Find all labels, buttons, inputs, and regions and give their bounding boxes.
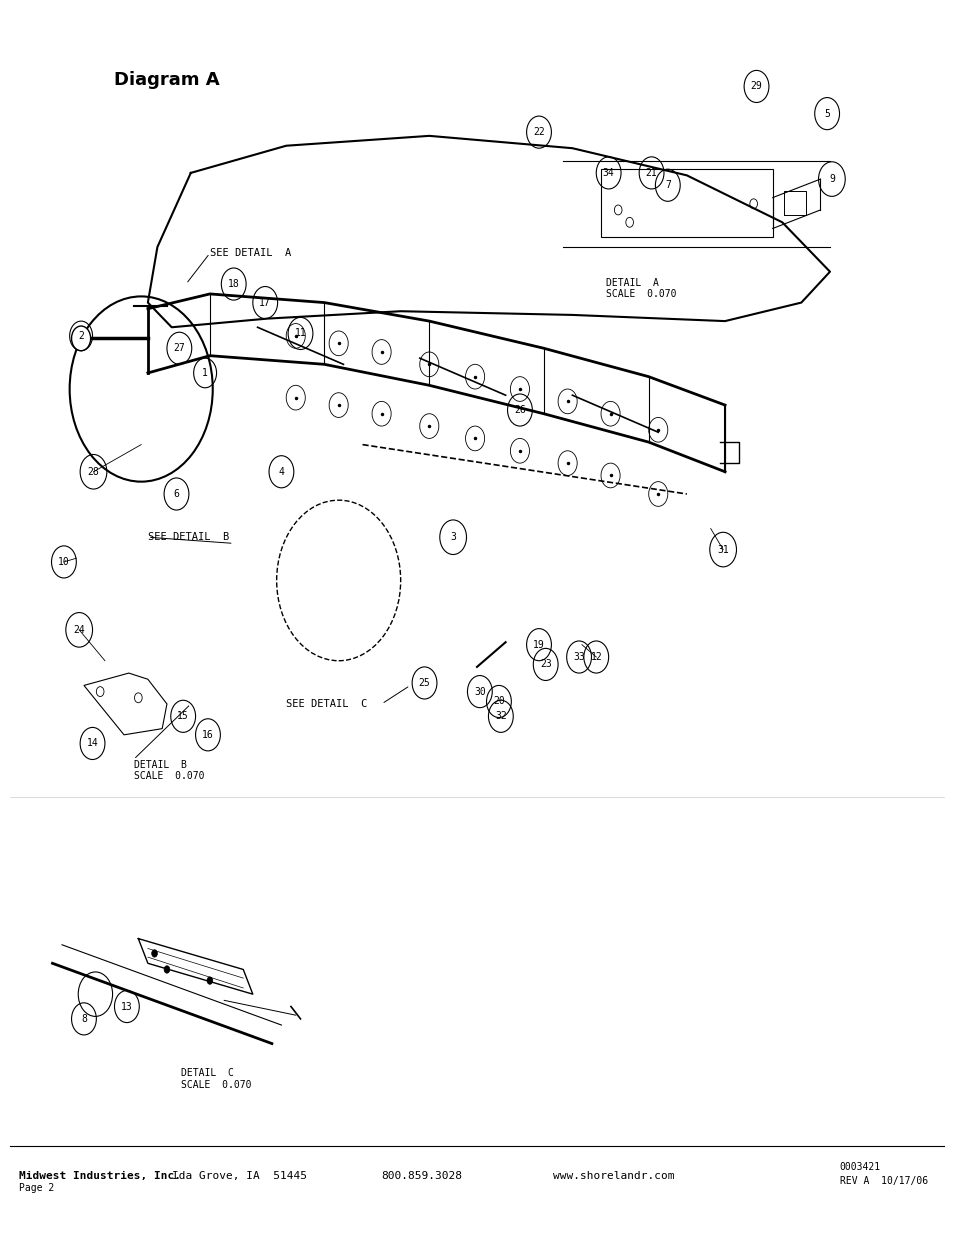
Text: Midwest Industries, Inc.: Midwest Industries, Inc. [19, 1171, 181, 1181]
Text: 25: 25 [418, 678, 430, 688]
Text: 1: 1 [202, 368, 208, 378]
Text: 4: 4 [278, 467, 284, 477]
Text: Ida Grove, IA  51445: Ida Grove, IA 51445 [172, 1171, 307, 1181]
Text: 6: 6 [173, 489, 179, 499]
Circle shape [71, 326, 91, 351]
Text: DETAIL  C
SCALE  0.070: DETAIL C SCALE 0.070 [181, 1068, 252, 1089]
Text: 24: 24 [73, 625, 85, 635]
Text: DETAIL  A
SCALE  0.070: DETAIL A SCALE 0.070 [605, 278, 676, 299]
Circle shape [164, 966, 170, 973]
Text: 22: 22 [533, 127, 544, 137]
Text: 23: 23 [539, 659, 551, 669]
Text: 7: 7 [664, 180, 670, 190]
Text: 5: 5 [823, 109, 829, 119]
Text: 8: 8 [81, 1014, 87, 1024]
Text: 11: 11 [294, 329, 306, 338]
Text: 28: 28 [88, 467, 99, 477]
Text: DETAIL  B
SCALE  0.070: DETAIL B SCALE 0.070 [133, 760, 204, 781]
Text: 30: 30 [474, 687, 485, 697]
Text: 29: 29 [750, 82, 761, 91]
Text: 800.859.3028: 800.859.3028 [381, 1171, 462, 1181]
Circle shape [207, 977, 213, 984]
Text: 18: 18 [228, 279, 239, 289]
Text: 0003421: 0003421 [839, 1162, 880, 1172]
Text: 15: 15 [177, 711, 189, 721]
Text: SEE DETAIL  B: SEE DETAIL B [148, 532, 229, 542]
Text: 16: 16 [202, 730, 213, 740]
Text: 17: 17 [259, 298, 271, 308]
Text: 26: 26 [514, 405, 525, 415]
Text: Diagram A: Diagram A [114, 72, 219, 89]
Text: 31: 31 [717, 545, 728, 555]
Polygon shape [138, 939, 253, 994]
Text: 12: 12 [590, 652, 601, 662]
Text: 10: 10 [58, 557, 70, 567]
Text: 19: 19 [533, 640, 544, 650]
Text: 3: 3 [450, 532, 456, 542]
Text: 9: 9 [828, 174, 834, 184]
Text: SEE DETAIL  A: SEE DETAIL A [210, 248, 291, 258]
Text: 34: 34 [602, 168, 614, 178]
Text: SEE DETAIL  C: SEE DETAIL C [286, 699, 367, 709]
Text: 20: 20 [493, 697, 504, 706]
Text: 33: 33 [573, 652, 584, 662]
Text: REV A  10/17/06: REV A 10/17/06 [839, 1176, 926, 1186]
Text: 27: 27 [173, 343, 185, 353]
Circle shape [152, 950, 157, 957]
Text: 21: 21 [645, 168, 657, 178]
Text: 32: 32 [495, 711, 506, 721]
Text: 2: 2 [78, 331, 84, 341]
Text: 14: 14 [87, 739, 98, 748]
Text: www.shorelandr.com: www.shorelandr.com [553, 1171, 674, 1181]
Text: 13: 13 [121, 1002, 132, 1011]
Text: Page 2: Page 2 [19, 1183, 54, 1193]
